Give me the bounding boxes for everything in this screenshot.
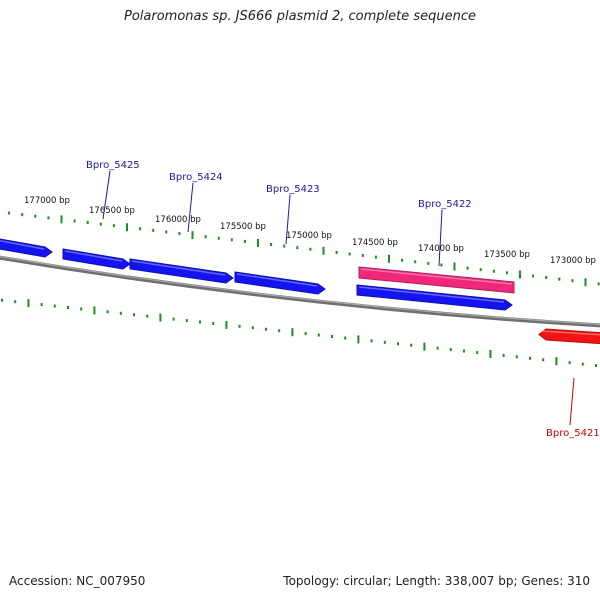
gene-arrow[interactable]: [358, 266, 515, 294]
gene-arrow-highlight: [358, 286, 505, 303]
gene-label[interactable]: Bpro_5424: [169, 172, 223, 183]
ruler-label: 174000 bp: [418, 244, 464, 254]
gene-label-leader: [285, 194, 291, 245]
gene-label[interactable]: Bpro_5422: [418, 199, 472, 210]
inner-tick-ruler: [1, 298, 597, 368]
plasmid-backbone-highlight: [0, 256, 600, 325]
gene-labels: Bpro_5425 Bpro_5424 Bpro_5423 Bpro_5422 Bpro…: [86, 160, 600, 439]
gene-track: [0, 238, 600, 345]
ruler-labels: 177000 bp 176500 bp 176000 bp 175500 bp 1750…: [24, 196, 596, 266]
gene-label-leader: [438, 209, 443, 267]
ruler-label: 173000 bp: [550, 256, 596, 266]
ruler-label: 173500 bp: [484, 250, 530, 260]
gene-arrow-body: [234, 271, 326, 295]
ruler-label: 174500 bp: [352, 238, 398, 248]
gene-arrow[interactable]: [538, 328, 600, 345]
ruler-label: 176500 bp: [89, 206, 135, 216]
gene-label[interactable]: Bpro_5423: [266, 184, 320, 195]
gene-arrow-highlight: [360, 268, 513, 285]
ruler-label: 177000 bp: [24, 196, 70, 206]
gene-arrow-highlight: [540, 330, 600, 336]
gene-arrow[interactable]: [62, 248, 131, 270]
outer-tick-ruler: [8, 211, 600, 287]
ruler-label: 175500 bp: [220, 222, 266, 232]
gene-arrow-highlight: [0, 239, 45, 250]
gene-arrow[interactable]: [234, 271, 326, 295]
gene-arrow[interactable]: [129, 258, 234, 284]
gene-arrow[interactable]: [0, 238, 53, 258]
gene-arrow-highlight: [64, 250, 123, 262]
summary-text: Topology: circular; Length: 338,007 bp; …: [283, 574, 590, 588]
ruler-label: 175000 bp: [286, 231, 332, 241]
gene-label[interactable]: Bpro_5425: [86, 160, 140, 171]
gene-arrow-highlight: [236, 273, 318, 287]
gene-arrow-body: [62, 248, 131, 270]
gene-arrow-body: [358, 266, 515, 294]
gene-label[interactable]: Bpro_5421: [546, 428, 600, 439]
plasmid-backbone: [0, 255, 600, 328]
gene-arrow[interactable]: [356, 284, 513, 311]
gene-arrow-highlight: [131, 260, 226, 276]
gene-label-leader: [569, 377, 575, 426]
gene-arrow-body: [356, 284, 513, 311]
gene-arrow-body: [129, 258, 234, 284]
gene-label-leader: [102, 170, 111, 220]
ruler-label: 176000 bp: [155, 215, 201, 225]
gene-arrow-body: [538, 328, 600, 345]
gene-arrow-body: [0, 238, 53, 258]
gene-label-leader: [187, 182, 194, 233]
accession-text: Accession: NC_007950: [9, 574, 146, 588]
map-title: Polaromonas sp. JS666 plasmid 2, complet…: [123, 9, 476, 24]
